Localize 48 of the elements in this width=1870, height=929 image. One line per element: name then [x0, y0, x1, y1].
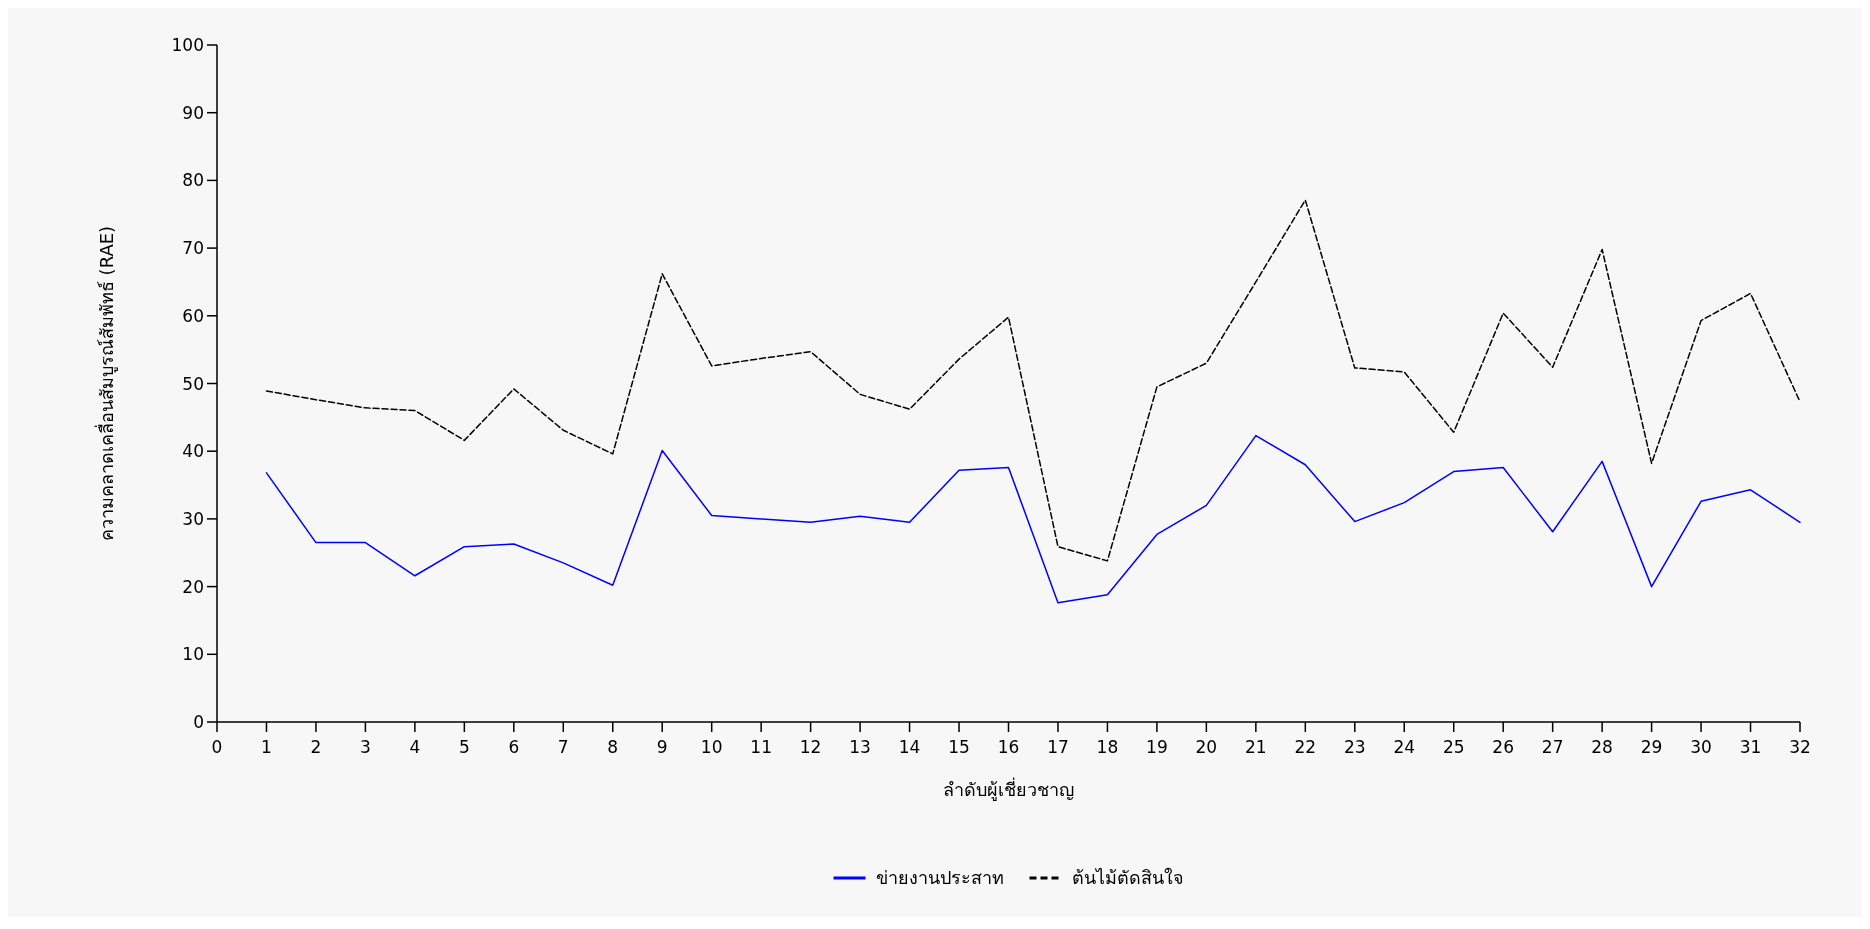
x-tick-label: 12 — [799, 737, 822, 757]
x-tick-label: 20 — [1195, 737, 1218, 757]
y-axis-title: ความคลาดเคลื่อนสัมบูรณ์สัมพัทธ์ (RAE) — [94, 225, 118, 542]
x-tick-label: 3 — [359, 737, 371, 757]
x-tick-label: 18 — [1096, 737, 1119, 757]
x-tick-label: 29 — [1640, 737, 1663, 757]
x-axis-title: ลำดับผู้เชี่ยวชาญ — [943, 777, 1074, 801]
y-tick-label: 40 — [182, 441, 204, 462]
x-tick-label: 23 — [1343, 737, 1366, 757]
x-tick-label: 24 — [1393, 737, 1416, 757]
x-tick-label: 7 — [557, 737, 569, 757]
x-tick-label: 13 — [849, 737, 871, 757]
y-tick-label: 90 — [182, 102, 204, 123]
x-tick-label: 21 — [1245, 737, 1267, 757]
y-tick-label: 10 — [182, 644, 204, 665]
x-tick-label: 5 — [458, 737, 470, 757]
x-tick-label: 17 — [1047, 737, 1069, 757]
x-tick-label: 19 — [1146, 737, 1168, 757]
y-tick-label: 60 — [182, 305, 204, 326]
y-tick-label: 70 — [182, 238, 204, 259]
x-tick-label: 2 — [310, 737, 322, 757]
x-tick-label: 31 — [1739, 737, 1762, 757]
y-tick-label: 0 — [193, 712, 204, 732]
x-tick-label: 1 — [261, 737, 272, 757]
x-tick-label: 26 — [1492, 737, 1515, 757]
legend-label: ข่ายงานประสาท — [875, 867, 1004, 888]
x-tick-label: 32 — [1789, 737, 1811, 757]
x-tick-label: 0 — [211, 737, 223, 757]
x-tick-label: 9 — [656, 737, 668, 757]
x-tick-label: 16 — [997, 737, 1020, 757]
y-tick-label: 30 — [182, 508, 204, 529]
x-tick-label: 14 — [898, 737, 921, 757]
x-tick-label: 8 — [607, 737, 619, 757]
x-tick-label: 10 — [700, 737, 723, 757]
y-tick-label: 100 — [171, 35, 204, 55]
x-tick-label: 28 — [1591, 737, 1613, 757]
x-tick-label: 27 — [1541, 737, 1564, 757]
x-tick-label: 22 — [1294, 737, 1317, 757]
x-tick-label: 11 — [750, 737, 772, 757]
legend-label: ต้นไม้ตัดสินใจ — [1071, 867, 1184, 888]
x-tick-label: 6 — [508, 737, 520, 757]
x-tick-label: 25 — [1442, 737, 1465, 757]
x-tick-label: 4 — [409, 737, 421, 757]
y-tick-label: 80 — [182, 170, 204, 191]
x-tick-label: 15 — [948, 737, 970, 757]
x-tick-label: 30 — [1690, 737, 1712, 757]
y-tick-label: 50 — [182, 373, 204, 394]
y-tick-label: 20 — [182, 576, 204, 597]
